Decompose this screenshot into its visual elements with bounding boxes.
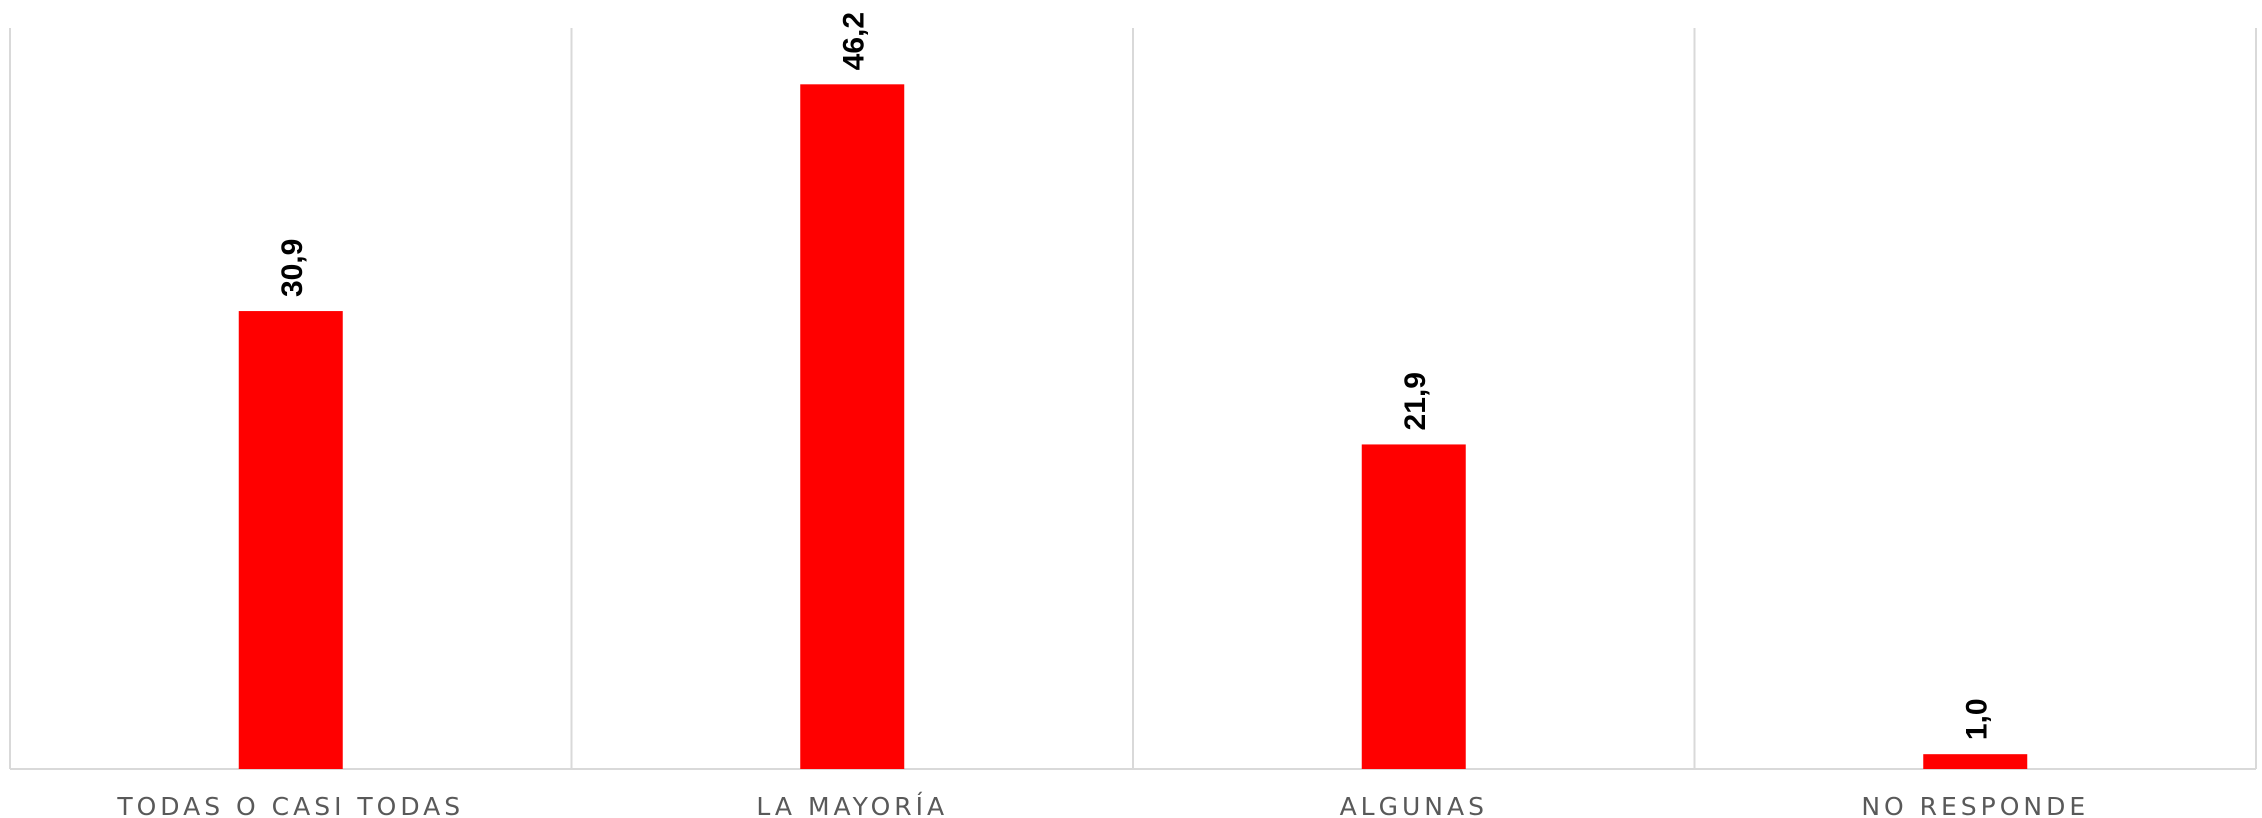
value-label-2: 21,9: [1399, 372, 1432, 430]
category-label-3: NO RESPONDE: [1861, 792, 2089, 818]
category-label-2: ALGUNAS: [1340, 792, 1488, 818]
category-labels: TODAS O CASI TODAS LA MAYORÍA ALGUNAS NO RE…: [116, 792, 2089, 818]
bar-3: [1923, 754, 2028, 769]
bar-2: [1361, 444, 1466, 769]
bar-1: [800, 84, 905, 770]
value-label-3: 1,0: [1960, 698, 1993, 740]
category-label-0: TODAS O CASI TODAS: [116, 792, 464, 818]
bar-0: [238, 311, 343, 769]
value-label-0: 30,9: [276, 239, 309, 297]
value-label-1: 46,2: [837, 12, 870, 70]
value-labels: 30,9 46,2 21,9 1,0: [276, 12, 1994, 740]
category-label-1: LA MAYORÍA: [756, 792, 948, 818]
grid-lines: [9, 28, 2257, 770]
bars: [238, 84, 2028, 770]
